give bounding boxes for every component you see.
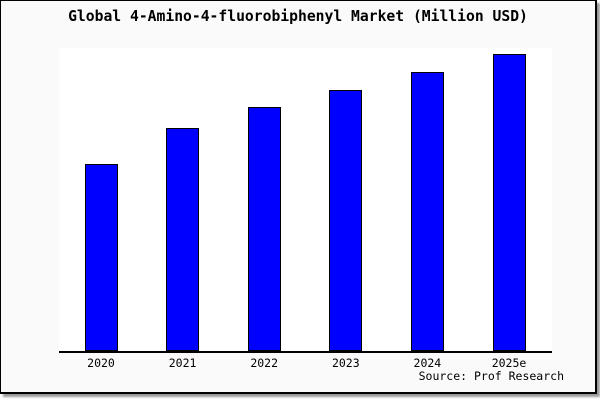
bar-2024 bbox=[410, 72, 444, 351]
plot-area bbox=[59, 48, 552, 351]
bar-2020 bbox=[84, 164, 118, 351]
bar-2021 bbox=[166, 128, 200, 351]
x-tick-label-2022: 2022 bbox=[250, 356, 279, 370]
bar-2022 bbox=[247, 107, 281, 351]
x-tick-label-2020: 2020 bbox=[87, 356, 115, 370]
x-axis-line bbox=[59, 351, 552, 353]
bar-2025e bbox=[492, 54, 526, 351]
x-tick-label-2025e: 2025e bbox=[491, 356, 527, 370]
x-tick-label-2021: 2021 bbox=[168, 356, 197, 370]
source-label: Source: Prof Research bbox=[418, 369, 564, 383]
x-tick-label-2024: 2024 bbox=[413, 356, 442, 370]
chart-title: Global 4-Amino-4-fluorobiphenyl Market (… bbox=[68, 8, 528, 25]
x-tick-label-2023: 2023 bbox=[331, 356, 360, 370]
bar-2023 bbox=[329, 90, 363, 351]
x-axis-tick-labels: 2020 2021 2022 2023 2024 2025e bbox=[59, 356, 552, 370]
